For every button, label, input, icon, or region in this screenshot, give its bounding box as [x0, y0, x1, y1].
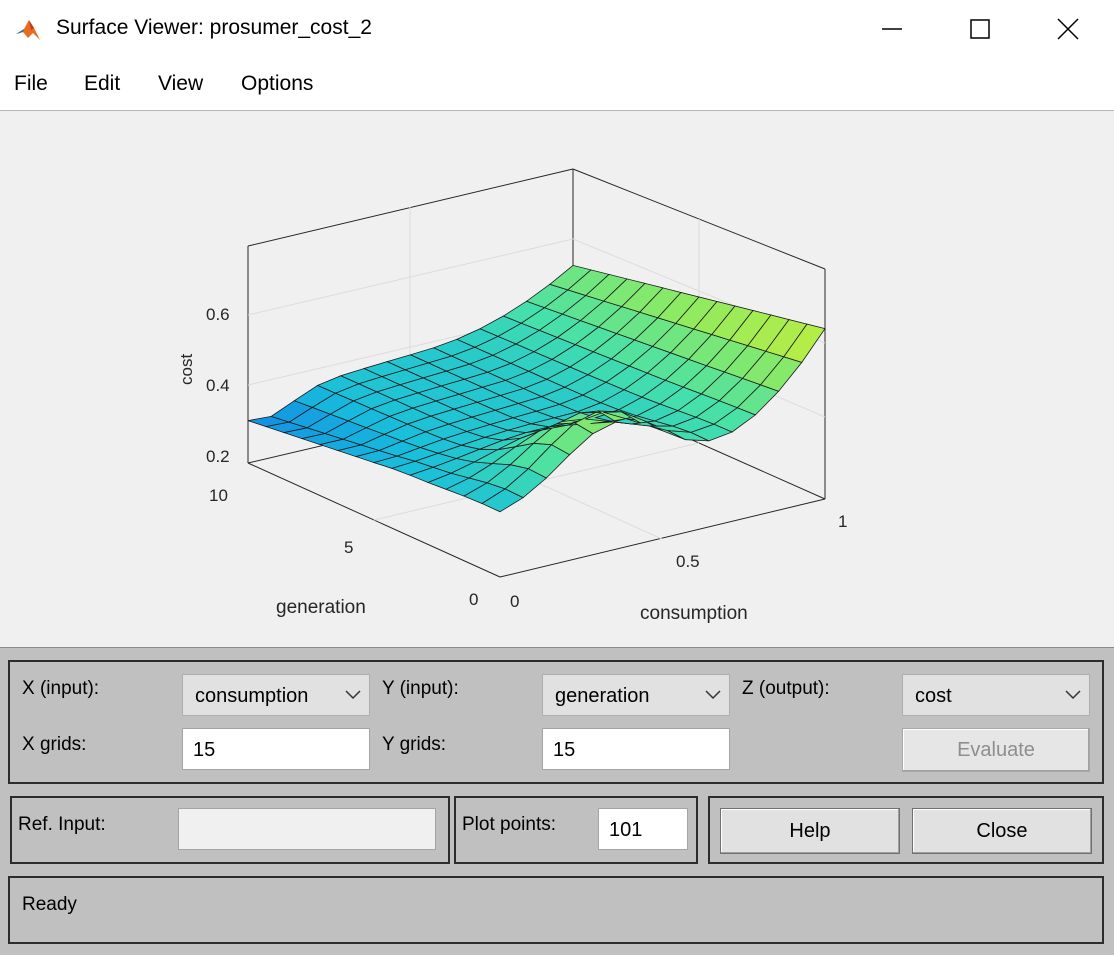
x-grids-value: 15: [193, 739, 216, 761]
z-axis-label: cost: [177, 354, 196, 385]
x-grids-input[interactable]: 15: [182, 728, 370, 770]
y-input-value: generation: [555, 685, 650, 707]
y-grids-value: 15: [553, 739, 576, 761]
status-panel: Ready: [8, 876, 1104, 944]
x-tick-label: 0.5: [676, 552, 700, 571]
chevron-down-icon: [697, 675, 729, 715]
z-output-select[interactable]: cost: [902, 674, 1090, 716]
surface-mesh: [247, 264, 826, 513]
plot-points-value: 101: [609, 819, 643, 841]
surface-plot[interactable]: 0.6 0.4 0.2 10 5 0 0 0.5 1 cost generati…: [0, 111, 1114, 647]
plot-points-panel: Plot points: 101: [454, 796, 698, 864]
control-area: X (input): consumption Y (input): genera…: [0, 647, 1114, 955]
close-icon: [1057, 18, 1079, 40]
plot-points-label: Plot points:: [462, 814, 556, 835]
y-tick-label: 5: [344, 538, 353, 557]
x-input-select[interactable]: consumption: [182, 674, 370, 716]
y-input-select[interactable]: generation: [542, 674, 730, 716]
menu-view[interactable]: View: [158, 72, 204, 95]
plot-points-input[interactable]: 101: [598, 808, 688, 850]
z-output-value: cost: [915, 685, 952, 707]
z-tick-label: 0.4: [206, 376, 230, 395]
title-bar: Surface Viewer: prosumer_cost_2: [0, 0, 1114, 58]
x-tick-label: 1: [838, 512, 847, 531]
evaluate-button[interactable]: Evaluate: [902, 728, 1090, 772]
axes-select-panel: X (input): consumption Y (input): genera…: [8, 660, 1104, 784]
maximize-icon: [970, 19, 990, 39]
z-tick-label: 0.2: [206, 447, 230, 466]
x-input-value: consumption: [195, 685, 309, 707]
chevron-down-icon: [337, 675, 369, 715]
minimize-icon: [882, 28, 902, 30]
button-panel: Help Close: [708, 796, 1104, 864]
menu-edit[interactable]: Edit: [84, 72, 121, 95]
matlab-icon: [14, 16, 42, 44]
y-axis-label: generation: [276, 597, 366, 618]
menu-options[interactable]: Options: [241, 72, 314, 95]
menu-bar: File Edit View Options: [0, 58, 1114, 111]
y-input-label: Y (input):: [382, 678, 459, 699]
minimize-button[interactable]: [846, 0, 938, 58]
ref-input-label: Ref. Input:: [18, 814, 106, 835]
y-tick-label: 0: [469, 590, 478, 609]
z-tick-label: 0.6: [206, 305, 230, 324]
y-grids-input[interactable]: 15: [542, 728, 730, 770]
maximize-button[interactable]: [934, 0, 1026, 58]
help-button[interactable]: Help: [720, 808, 900, 854]
window-close-button[interactable]: [1022, 0, 1114, 58]
x-tick-label: 0: [510, 592, 519, 611]
ref-input-panel: Ref. Input:: [10, 796, 450, 864]
plot-area[interactable]: 0.6 0.4 0.2 10 5 0 0 0.5 1 cost generati…: [0, 111, 1114, 647]
surface-patch: [783, 323, 826, 363]
menu-file[interactable]: File: [14, 72, 48, 95]
chevron-down-icon: [1057, 675, 1089, 715]
y-grids-label: Y grids:: [382, 734, 447, 755]
z-output-label: Z (output):: [742, 678, 830, 699]
x-axis-label: consumption: [640, 603, 748, 624]
x-grids-label: X grids:: [22, 734, 87, 755]
x-input-label: X (input):: [22, 678, 100, 699]
y-tick-label: 10: [209, 486, 228, 505]
window-title: Surface Viewer: prosumer_cost_2: [56, 16, 372, 39]
close-button[interactable]: Close: [912, 808, 1092, 854]
ref-input-field[interactable]: [178, 808, 436, 850]
status-text: Ready: [22, 894, 77, 915]
